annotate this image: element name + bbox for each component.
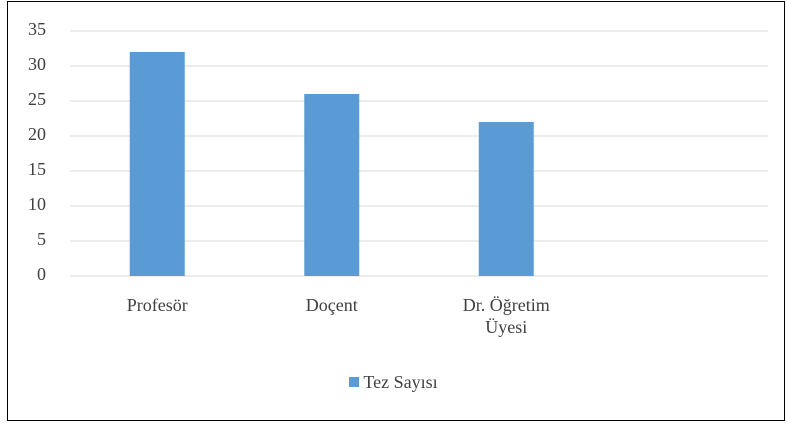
x-tick-label: Profesör [126, 295, 188, 315]
legend-label: Tez Sayısı [363, 372, 438, 392]
y-tick-label: 35 [28, 19, 46, 39]
y-tick-label: 20 [28, 124, 46, 144]
bar [304, 94, 360, 276]
legend-swatch [349, 377, 360, 387]
y-tick-label: 25 [28, 89, 46, 109]
bar [478, 122, 534, 276]
chart-frame [7, 1, 785, 421]
y-tick-label: 10 [28, 194, 46, 214]
bar [129, 52, 185, 276]
x-tick-label: Doçent [305, 295, 358, 315]
legend: Tez Sayısı [0, 372, 787, 393]
y-tick-label: 5 [37, 229, 46, 249]
y-tick-label: 30 [28, 54, 46, 74]
y-tick-label: 15 [28, 159, 46, 179]
y-tick-label: 0 [37, 264, 46, 284]
x-tick-label: Dr. Öğretim Üyesi [462, 295, 550, 337]
